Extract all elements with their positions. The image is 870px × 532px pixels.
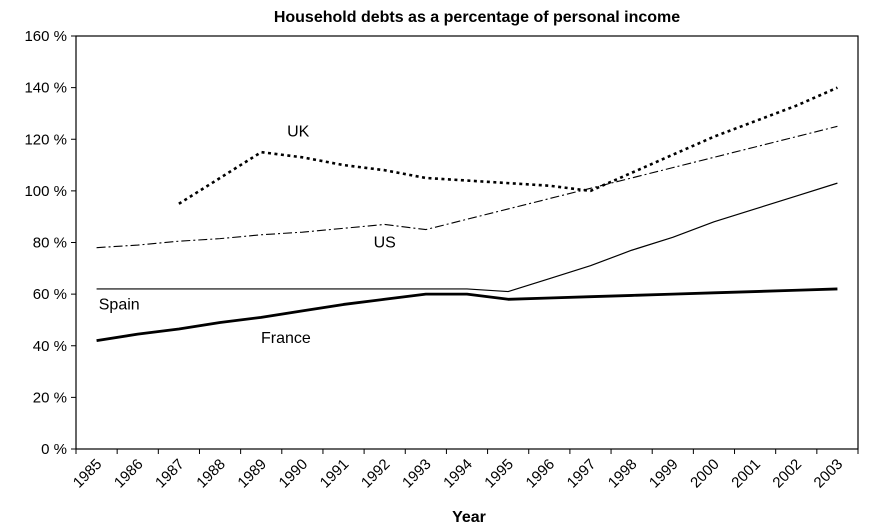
x-tick-label: 2002 (769, 456, 805, 492)
y-tick-label: 0 % (41, 441, 67, 458)
x-tick-label: 2003 (811, 456, 847, 492)
y-tick-label: 120 % (24, 131, 67, 148)
series-line-uk (178, 86, 838, 205)
x-tick-label: 1990 (276, 456, 312, 492)
x-tick-label: 1988 (193, 456, 229, 492)
x-tick-label: 1999 (646, 456, 682, 492)
x-tick-label: 2001 (728, 456, 764, 492)
x-tick-label: 1997 (564, 456, 600, 492)
y-axis-ticks: 0 % 20 % 40 % 60 % 80 % 100 % 120 % 140 % 160 % (24, 28, 76, 458)
series-labels: UK US Spain France (99, 124, 396, 348)
x-tick-label: 1995 (481, 456, 517, 492)
x-tick-label: 2000 (687, 456, 723, 492)
y-tick-label: 80 % (33, 235, 67, 252)
y-tick-label: 60 % (33, 286, 67, 303)
x-tick-label: 1991 (317, 456, 353, 492)
series-label-uk: UK (287, 124, 310, 141)
x-tick-label: 1998 (605, 456, 641, 492)
series-line-france (96, 287, 838, 342)
y-tick-label: 100 % (24, 183, 67, 200)
x-tick-label: 1993 (399, 456, 435, 492)
series-line-spain (96, 182, 838, 293)
series-line-us (96, 125, 838, 249)
x-tick-label: 1992 (358, 456, 394, 492)
y-tick-label: 140 % (24, 80, 67, 97)
series-label-spain: Spain (99, 297, 140, 314)
y-tick-label: 20 % (33, 389, 67, 406)
x-tick-label: 1994 (440, 456, 476, 492)
x-axis-ticks: 1985 1986 1987 1988 1989 1990 1991 1992 1993 1994… (70, 449, 859, 492)
x-tick-label: 1986 (111, 456, 147, 492)
x-tick-label: 1987 (152, 456, 188, 492)
y-tick-label: 40 % (33, 338, 67, 355)
x-axis-title: Year (452, 509, 486, 526)
series-label-us: US (374, 235, 396, 252)
series-lines (96, 86, 838, 342)
y-tick-label: 160 % (24, 28, 67, 45)
x-tick-label: 1989 (234, 456, 270, 492)
chart-title: Household debts as a percentage of perso… (274, 9, 680, 26)
x-tick-label: 1996 (523, 456, 559, 492)
plot-area-frame (75, 35, 859, 450)
series-label-france: France (261, 330, 311, 347)
x-tick-label: 1985 (70, 456, 106, 492)
